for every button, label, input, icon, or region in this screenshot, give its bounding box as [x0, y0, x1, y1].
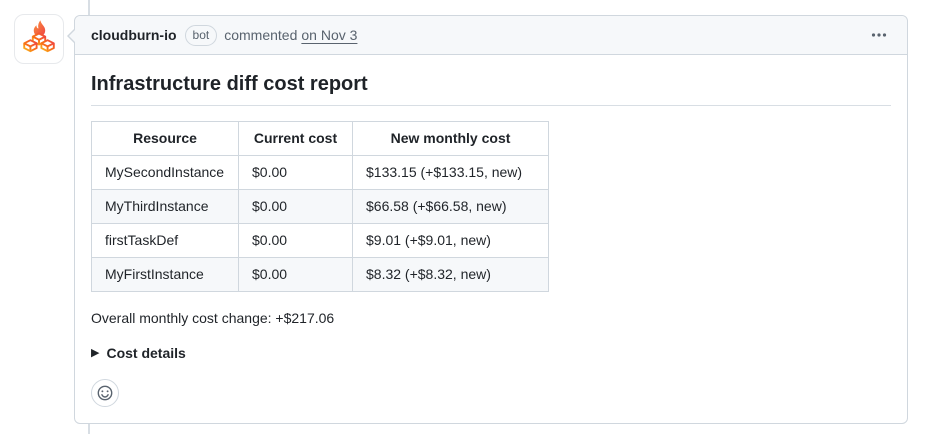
cell-resource: MyThirdInstance — [91, 189, 239, 224]
table-header-row: Resource Current cost New monthly cost — [91, 121, 549, 156]
timeline-line — [88, 422, 90, 434]
comment-body: Infrastructure diff cost report Resource… — [75, 55, 907, 423]
cost-details-label: Cost details — [106, 345, 186, 361]
action-text: commented — [224, 27, 298, 43]
cell-resource: MySecondInstance — [91, 155, 239, 190]
report-title: Infrastructure diff cost report — [91, 71, 891, 106]
bot-badge[interactable]: bot — [184, 24, 218, 46]
cost-table: Resource Current cost New monthly cost M… — [91, 121, 549, 292]
timestamp-link[interactable]: on Nov 3 — [301, 27, 358, 43]
triangle-right-icon: ▶ — [91, 347, 100, 359]
col-header-resource: Resource — [91, 121, 239, 156]
cell-new-monthly-cost: $8.32 (+$8.32, new) — [352, 257, 549, 292]
author-link[interactable]: cloudburn-io — [91, 27, 177, 43]
comment-header: cloudburn-io bot commented on Nov 3 — [67, 16, 907, 55]
overall-cost-change: Overall monthly cost change: +$217.06 — [91, 310, 335, 326]
cell-new-monthly-cost: $66.58 (+$66.58, new) — [352, 189, 549, 224]
cell-current-cost: $0.00 — [238, 189, 353, 224]
cell-current-cost: $0.00 — [238, 223, 353, 258]
cell-resource: firstTaskDef — [91, 223, 239, 258]
add-reaction-button[interactable] — [91, 379, 119, 407]
comment-card: cloudburn-io bot commented on Nov 3 Infr… — [67, 15, 908, 424]
cell-new-monthly-cost: $133.15 (+$133.15, new) — [352, 155, 549, 190]
cell-current-cost: $0.00 — [238, 257, 353, 292]
kebab-horizontal-icon — [871, 33, 887, 37]
table-row: MyFirstInstance $0.00 $8.32 (+$8.32, new… — [91, 257, 549, 292]
table-row: MySecondInstance $0.00 $133.15 (+$133.15… — [91, 155, 549, 190]
table-row: firstTaskDef $0.00 $9.01 (+$9.01, new) — [91, 223, 549, 258]
avatar[interactable] — [14, 14, 64, 64]
timeline-line — [88, 0, 90, 16]
cell-current-cost: $0.00 — [238, 155, 353, 190]
col-header-new-monthly-cost: New monthly cost — [352, 121, 549, 156]
table-row: MyThirdInstance $0.00 $66.58 (+$66.58, n… — [91, 189, 549, 224]
cost-details-toggle[interactable]: ▶ Cost details — [91, 344, 891, 363]
col-header-current-cost: Current cost — [238, 121, 353, 156]
kebab-menu-button[interactable] — [867, 23, 891, 47]
cell-new-monthly-cost: $9.01 (+$9.01, new) — [352, 223, 549, 258]
cloudburn-flame-cubes-logo — [23, 20, 55, 53]
cell-resource: MyFirstInstance — [91, 257, 239, 292]
smiley-icon — [97, 385, 113, 401]
